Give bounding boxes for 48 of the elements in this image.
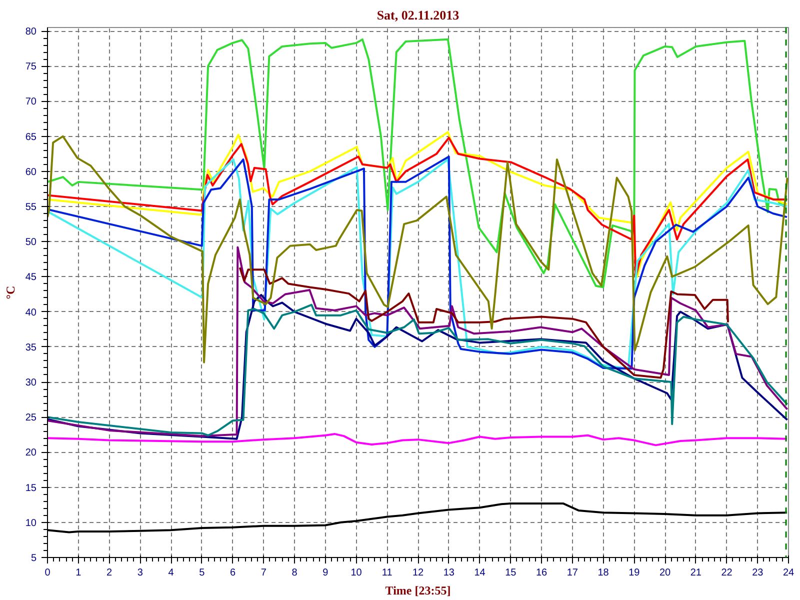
x-tick-label: 20 xyxy=(659,568,671,578)
line-series xyxy=(48,38,788,288)
x-tick-label: 24 xyxy=(782,568,794,578)
line-series xyxy=(48,432,788,446)
y-tick-label: 55 xyxy=(25,202,37,214)
y-tick-label: 40 xyxy=(25,307,37,318)
x-tick-label: 15 xyxy=(505,568,517,578)
x-tick-label: 21 xyxy=(690,568,702,578)
x-tick-label: 5 xyxy=(199,568,206,578)
x-tick-label: 10 xyxy=(350,568,362,578)
y-tick-label: 50 xyxy=(25,237,37,248)
x-tick-label: 8 xyxy=(292,568,298,578)
x-tick-label: 2 xyxy=(106,568,112,578)
x-axis-title: Time [23:55] xyxy=(385,584,451,598)
x-tick-label: 9 xyxy=(322,568,329,578)
x-tick-label: 23 xyxy=(752,568,764,578)
x-tick-label: 7 xyxy=(260,568,267,578)
x-tick-label: 19 xyxy=(628,568,640,578)
line-series xyxy=(48,246,788,438)
y-tick-label: 15 xyxy=(25,482,37,494)
y-tick-label: 20 xyxy=(25,448,37,459)
x-tick-label: 4 xyxy=(168,568,174,578)
x-tick-label: 17 xyxy=(566,568,578,578)
x-tick-label: 12 xyxy=(412,568,424,578)
x-tick-label: 3 xyxy=(137,568,144,578)
y-tick-label: 35 xyxy=(25,342,37,354)
y-tick-label: 25 xyxy=(25,412,37,424)
x-tick-label: 22 xyxy=(721,568,733,578)
x-tick-label: 16 xyxy=(536,568,548,578)
x-tick-label: 6 xyxy=(230,568,236,578)
chart-title: Sat, 02.11.2013 xyxy=(376,8,460,22)
y-tick-label: 80 xyxy=(25,26,37,38)
line-series xyxy=(238,266,729,379)
y-tick-label: 30 xyxy=(25,378,37,389)
x-tick-label: 0 xyxy=(44,568,51,578)
x-tick-label: 1 xyxy=(76,568,82,578)
x-tick-label: 14 xyxy=(474,568,486,578)
x-tick-label: 13 xyxy=(443,568,455,578)
y-tick-label: 65 xyxy=(25,132,37,143)
x-tick-label: 18 xyxy=(598,568,610,578)
y-axis-title: °C xyxy=(3,286,18,300)
x-tick-label: 11 xyxy=(382,568,393,578)
y-tick-label: 10 xyxy=(25,518,37,529)
y-tick-label: 5 xyxy=(30,553,37,564)
y-tick-label: 60 xyxy=(25,166,37,178)
y-tick-label: 70 xyxy=(25,96,37,108)
y-tick-label: 75 xyxy=(25,62,37,73)
y-tick-label: 45 xyxy=(25,272,37,284)
